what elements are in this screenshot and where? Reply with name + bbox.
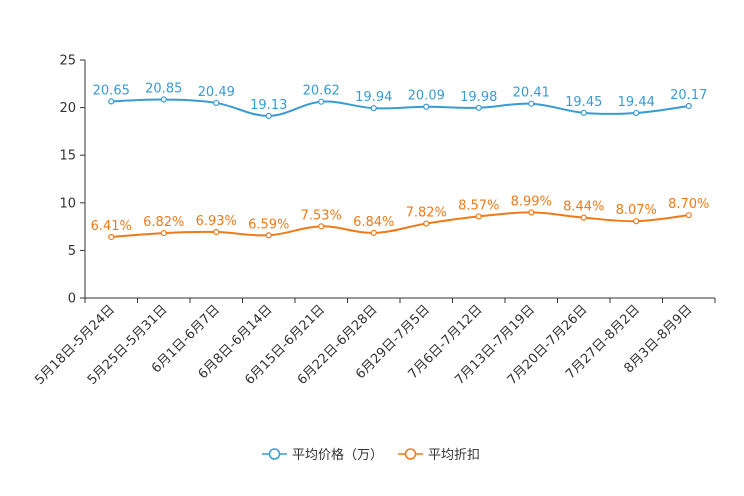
- data-label: 19.45: [565, 95, 602, 110]
- legend-item-1[interactable]: 平均折扣: [398, 448, 480, 463]
- data-label: 6.93%: [196, 214, 237, 229]
- data-label: 8.44%: [563, 200, 604, 215]
- data-label: 20.09: [408, 89, 445, 104]
- data-label: 20.41: [513, 86, 550, 101]
- data-point: [528, 209, 535, 216]
- y-tick-label: 0: [68, 292, 76, 307]
- data-point: [475, 104, 482, 111]
- data-point: [318, 223, 325, 230]
- data-label: 20.65: [93, 83, 130, 98]
- legend-item-0[interactable]: 平均价格（万）: [262, 447, 383, 463]
- data-point: [213, 228, 220, 236]
- data-point: [160, 96, 167, 103]
- data-label: 6.41%: [91, 219, 132, 234]
- series-line-0: [111, 98, 689, 117]
- data-point: [633, 218, 640, 225]
- data-point: [265, 112, 272, 119]
- data-label: 19.44: [618, 95, 655, 110]
- data-point: [160, 229, 167, 237]
- legend-label: 平均折扣: [428, 448, 480, 463]
- data-point: [685, 212, 692, 219]
- data-label: 8.70%: [668, 197, 709, 212]
- data-point: [213, 99, 220, 107]
- data-point: [685, 102, 692, 110]
- data-point: [318, 98, 325, 105]
- y-tick-label: 20: [59, 101, 76, 116]
- y-tick-label: 15: [59, 149, 76, 164]
- data-label: 20.17: [670, 88, 707, 103]
- data-point: [580, 214, 587, 221]
- data-label: 20.85: [145, 82, 182, 97]
- data-point: [108, 98, 115, 105]
- y-tick-label: 10: [59, 196, 76, 211]
- x-axis: 5月18日-5月24日5月25日-5月31日6月1日-6月7日6月8日-6月14…: [32, 297, 716, 388]
- data-point: [528, 100, 535, 107]
- y-tick-label: 25: [59, 54, 76, 69]
- legend-marker: [268, 448, 281, 460]
- data-label: 20.62: [303, 84, 340, 99]
- data-point: [475, 213, 482, 220]
- y-tick-label: 5: [68, 244, 76, 259]
- legend: 平均价格（万） 平均折扣: [262, 447, 480, 463]
- data-label: 8.07%: [616, 203, 657, 218]
- data-label: 19.98: [460, 90, 497, 105]
- data-label: 20.49: [198, 85, 235, 100]
- data-label: 7.82%: [406, 206, 447, 221]
- data-point: [423, 220, 430, 227]
- y-axis: 0 5 10 15 20 25: [59, 54, 86, 307]
- data-label: 6.59%: [248, 217, 289, 232]
- data-label: 8.99%: [511, 194, 552, 209]
- data-label: 19.13: [250, 98, 287, 113]
- data-point: [370, 229, 377, 236]
- data-labels: 20.65 20.85 20.49 19.13 20.62 19.94 20.09 19.98…: [91, 82, 710, 234]
- data-point: [423, 103, 430, 110]
- data-point: [580, 109, 587, 116]
- series-line-1: [111, 211, 689, 238]
- data-label: 19.94: [355, 90, 392, 105]
- data-label: 8.57%: [458, 198, 499, 213]
- data-label: 6.84%: [353, 215, 394, 230]
- series-layer: [108, 96, 692, 241]
- data-point: [633, 109, 640, 117]
- legend-marker: [404, 448, 417, 460]
- data-label: 7.53%: [301, 208, 342, 223]
- data-label: 6.82%: [143, 215, 184, 230]
- data-point: [265, 232, 272, 239]
- data-point: [370, 105, 377, 112]
- data-point: [108, 233, 115, 241]
- legend-label: 平均价格（万）: [292, 447, 383, 463]
